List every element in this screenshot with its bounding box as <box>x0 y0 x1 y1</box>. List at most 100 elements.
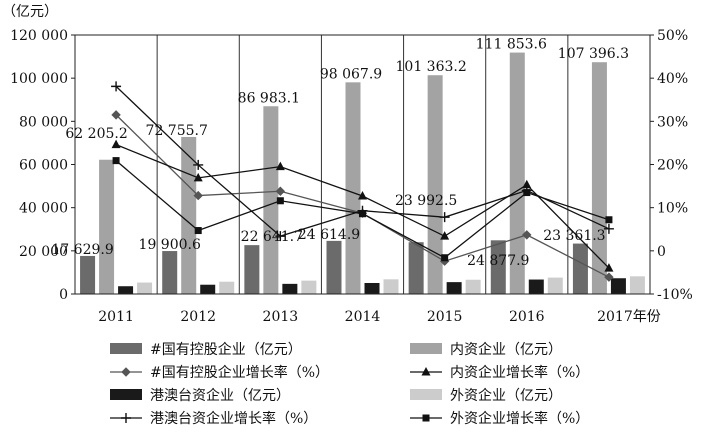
legend-swatch <box>410 389 442 400</box>
y2-axis-tick-label: 0 <box>657 244 666 260</box>
legend-label: 港澳台资企业（亿元） <box>150 387 290 404</box>
line-point-plus <box>275 231 286 242</box>
legend-label: #国有控股企业增长率（%） <box>150 364 329 381</box>
y-axis-tick-label: 40 000 <box>19 201 68 217</box>
line-point-square <box>605 216 613 224</box>
line-point-triangle <box>604 263 614 272</box>
x-axis-tick-label: 2017年份 <box>597 309 661 325</box>
bar <box>629 276 645 294</box>
data-label: 23 992.5 <box>395 193 457 209</box>
y2-axis-tick-label: 30% <box>657 114 688 130</box>
legend-swatch <box>110 389 142 400</box>
line-point-square <box>422 414 430 422</box>
line-point-square <box>112 157 120 165</box>
y2-axis-tick-label: 20% <box>657 158 688 174</box>
line-point-triangle <box>193 172 203 182</box>
axes: 0 20 000 40 000 60 000 80 000 100 000 120 000 -… <box>10 28 693 325</box>
y-axis-unit-label: （亿元） <box>2 4 58 20</box>
bar <box>326 240 342 294</box>
y2-axis-tick-label: 10% <box>657 201 688 217</box>
line-point-plus <box>603 223 614 234</box>
data-labels: 17 629.9 19 900.6 22 641.724 614.9 23 992.5… <box>51 37 629 269</box>
bar <box>383 279 399 294</box>
grid <box>156 35 569 294</box>
bar <box>408 242 424 294</box>
x-axis-tick-label: 2016 <box>509 309 545 325</box>
y2-axis-tick-label: -10% <box>657 287 693 303</box>
data-label: 101 363.2 <box>396 59 467 75</box>
bar <box>244 245 260 294</box>
bar <box>610 278 626 294</box>
line-point-diamond <box>522 230 532 240</box>
line-point-diamond <box>604 272 614 282</box>
bar <box>572 243 588 294</box>
line-point-diamond <box>275 186 286 196</box>
bar <box>80 255 96 294</box>
legend-label: 外资企业（亿元） <box>450 387 562 404</box>
data-label: 111 853.6 <box>476 37 547 53</box>
x-axis-tick-label: 2013 <box>263 309 299 325</box>
line-point-triangle <box>358 191 367 200</box>
legend: #国有控股企业（亿元） 内资企业（亿元） #国有控股企业增长率（%） 内资企业增长率（… <box>110 341 589 427</box>
data-label: 24 614.9 <box>298 227 360 243</box>
bar <box>547 277 563 294</box>
y-axis-tick-label: 100 000 <box>10 71 68 87</box>
y-axis-tick-label: 80 000 <box>19 114 68 130</box>
data-label: 24 877.9 <box>467 253 529 269</box>
legend-label: #国有控股企业（亿元） <box>150 341 302 358</box>
bar <box>427 75 443 294</box>
line-point-square <box>359 210 366 218</box>
line-point-triangle <box>421 367 431 376</box>
line-point-triangle <box>275 161 285 171</box>
line-point-plus <box>193 159 204 170</box>
line-point-triangle <box>440 231 450 240</box>
bar <box>364 282 380 294</box>
bar <box>118 286 134 294</box>
legend-label: 内资企业（亿元） <box>450 341 562 358</box>
bar <box>162 251 178 294</box>
bar <box>137 282 153 294</box>
bar <box>282 283 298 294</box>
line-point-triangle <box>111 139 121 149</box>
bar <box>490 240 506 294</box>
bar <box>591 62 607 294</box>
bar <box>99 159 115 294</box>
y-axis-tick-label: 0 <box>59 287 68 303</box>
data-label: 17 629.9 <box>51 242 113 258</box>
x-axis-tick-label: 2014 <box>345 309 381 325</box>
data-label: 23 361.3 <box>543 228 605 244</box>
line-point-plus <box>111 81 122 92</box>
bars <box>80 52 645 295</box>
data-label: 62 205.2 <box>65 126 127 142</box>
bar <box>219 281 235 294</box>
line-point-square <box>441 254 449 262</box>
bar <box>200 284 216 294</box>
data-label: 19 900.6 <box>139 237 201 253</box>
bar <box>465 279 481 294</box>
line-point-square <box>194 227 202 235</box>
line-point-diamond <box>111 110 121 120</box>
data-label: 98 067.9 <box>320 66 382 82</box>
line-point-plus <box>121 413 131 423</box>
line-point-diamond <box>193 190 203 201</box>
y-axis-tick-label: 20 000 <box>19 244 68 260</box>
y-axis-tick-label: 60 000 <box>19 158 68 174</box>
legend-label: 港澳台资企业增长率（%） <box>150 410 317 427</box>
legend-label: 外资企业增长率（%） <box>450 410 589 427</box>
line-point-diamond <box>121 367 131 377</box>
data-label: 107 396.3 <box>558 46 629 62</box>
data-label: 22 641.7 <box>241 229 303 245</box>
x-axis-tick-label: 2012 <box>180 309 216 325</box>
lines <box>111 81 614 282</box>
data-label: 72 755.7 <box>146 123 208 139</box>
x-axis-tick-label: 2015 <box>427 309 463 325</box>
bar <box>509 52 525 295</box>
bar <box>263 106 279 294</box>
bar <box>528 279 544 294</box>
y2-axis-tick-label: 40% <box>657 71 688 87</box>
line-point-triangle <box>522 179 532 189</box>
data-label: 86 983.1 <box>238 90 300 106</box>
legend-swatch <box>410 343 442 354</box>
y-axis-tick-label: 120 000 <box>10 28 68 44</box>
